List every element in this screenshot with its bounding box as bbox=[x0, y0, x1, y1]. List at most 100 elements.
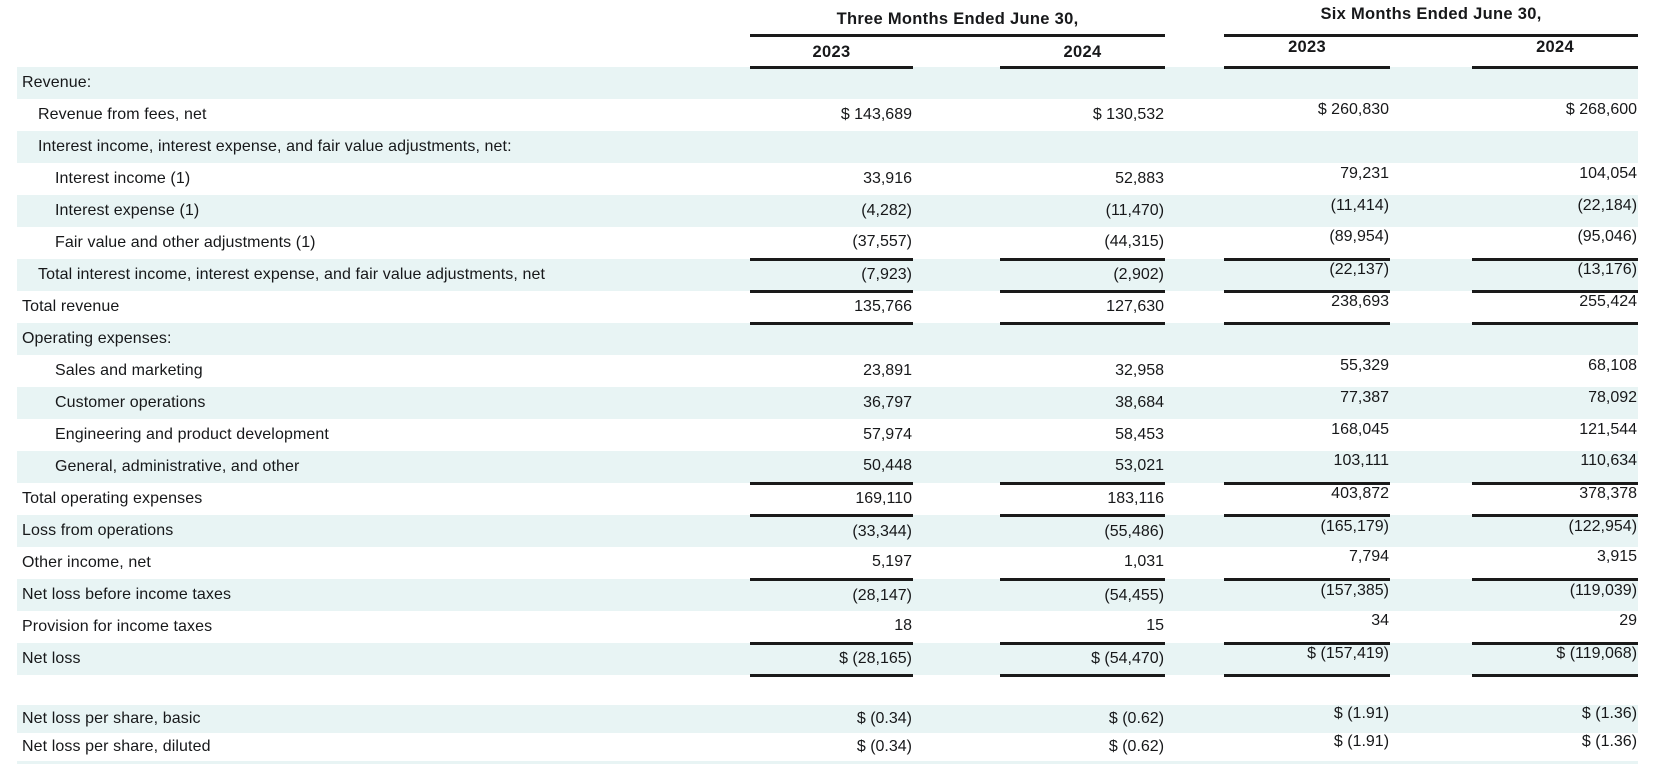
column-gap-cell bbox=[913, 291, 1000, 323]
right-margin-cell bbox=[1638, 419, 1654, 451]
right-margin-cell bbox=[1638, 761, 1654, 764]
right-margin-cell bbox=[1638, 733, 1654, 761]
value-text: $ (119,068) bbox=[1556, 645, 1638, 662]
value-text: (33,344) bbox=[852, 522, 912, 540]
table-row: General, administrative, and other 50,448… bbox=[0, 451, 1654, 485]
value-text: 58,453 bbox=[1115, 426, 1165, 443]
left-margin-cell bbox=[0, 291, 17, 323]
value-cell: (95,046) bbox=[1472, 227, 1639, 261]
value-cell bbox=[1224, 761, 1391, 764]
value-cell: 53,021 bbox=[1000, 451, 1166, 485]
value-text: 1,031 bbox=[1123, 553, 1165, 571]
label-cell: Net loss per share, basic bbox=[17, 705, 750, 733]
value-cell: 33,916 bbox=[750, 163, 913, 195]
value-text: $ 143,689 bbox=[840, 106, 912, 123]
value-cell: 403,872 bbox=[1224, 483, 1391, 517]
label-cell: Interest income, interest expense, and f… bbox=[17, 131, 750, 163]
column-gap-cell bbox=[913, 643, 1000, 675]
value-text: (37,557) bbox=[852, 233, 912, 251]
value-cell: $ 143,689 bbox=[750, 99, 913, 131]
right-margin-cell bbox=[1638, 387, 1654, 419]
column-gap-cell bbox=[1165, 67, 1225, 99]
value-cell: (28,147) bbox=[750, 579, 913, 611]
column-gap-cell bbox=[1165, 259, 1225, 291]
column-gap-cell bbox=[913, 675, 1000, 705]
value-cell: 78,092 bbox=[1472, 387, 1639, 419]
row-label: Interest income, interest expense, and f… bbox=[38, 138, 512, 155]
column-gap-cell bbox=[1165, 163, 1224, 195]
value-text: 50,448 bbox=[863, 457, 912, 475]
column-gap-cell bbox=[1390, 733, 1472, 761]
value-text: 127,630 bbox=[1106, 298, 1165, 315]
value-cell: (7,923) bbox=[750, 259, 913, 293]
year-label: 2023 bbox=[812, 42, 851, 61]
value-cell: 32,958 bbox=[1000, 355, 1165, 387]
row-label: Total operating expenses bbox=[22, 490, 203, 507]
value-text: 110,634 bbox=[1580, 452, 1638, 470]
value-text: 15 bbox=[1146, 617, 1165, 635]
row-label: Engineering and product development bbox=[55, 426, 329, 443]
row-label: Sales and marketing bbox=[55, 362, 203, 379]
column-gap-cell bbox=[913, 483, 1000, 515]
table-body: Revenue: Revenue from fees, net $ 143,689 $… bbox=[0, 67, 1654, 764]
value-cell: $ (0.62) bbox=[1000, 705, 1166, 733]
table-row: Operating expenses: bbox=[0, 323, 1654, 355]
value-cell: $ 268,600 bbox=[1472, 99, 1638, 131]
label-cell: Operating expenses: bbox=[17, 323, 750, 355]
column-gap-cell bbox=[1390, 611, 1472, 643]
left-margin-cell bbox=[0, 163, 17, 195]
right-margin-cell bbox=[1638, 0, 1654, 35]
label-cell: Total revenue bbox=[17, 291, 750, 323]
year-header-3m-2023: 2023 bbox=[750, 35, 913, 69]
table-row: Net loss per share, diluted $ (0.34) $ (0.… bbox=[0, 733, 1654, 761]
label-cell: Other income, net bbox=[17, 547, 750, 579]
group-gap-cell bbox=[1165, 0, 1224, 35]
left-margin-cell bbox=[0, 451, 17, 483]
column-gap-cell bbox=[1390, 67, 1473, 99]
value-text: 18 bbox=[894, 617, 912, 635]
value-text: 34 bbox=[1371, 612, 1390, 630]
value-cell: (37,557) bbox=[750, 227, 913, 261]
left-margin-cell bbox=[0, 515, 17, 547]
value-text: $ 260,830 bbox=[1317, 101, 1390, 118]
value-cell: $ (28,165) bbox=[750, 643, 913, 677]
value-text: 103,111 bbox=[1333, 452, 1390, 470]
label-cell: Total operating expenses bbox=[17, 483, 750, 515]
left-margin-cell bbox=[0, 259, 17, 291]
column-gap-cell bbox=[1165, 705, 1225, 733]
column-gap-cell bbox=[1390, 99, 1472, 131]
column-gap-cell bbox=[913, 195, 1000, 227]
value-text: 121,544 bbox=[1579, 421, 1638, 438]
value-text: 168,045 bbox=[1331, 421, 1390, 438]
label-cell: General, administrative, and other bbox=[17, 451, 750, 483]
value-cell: 135,766 bbox=[750, 291, 913, 325]
left-margin-cell bbox=[0, 35, 17, 67]
column-gap-cell bbox=[1390, 705, 1473, 733]
table-row: Sales and marketing 23,891 32,958 55,329 68,… bbox=[0, 355, 1654, 387]
label-cell: Fair value and other adjustments (1) bbox=[17, 227, 750, 259]
column-gap-cell bbox=[913, 611, 1000, 643]
column-gap-cell bbox=[913, 705, 1000, 733]
column-gap-cell bbox=[913, 163, 1000, 195]
value-cell: 255,424 bbox=[1472, 291, 1639, 325]
value-text: (4,282) bbox=[861, 202, 912, 219]
value-text: $ (28,165) bbox=[839, 650, 912, 667]
value-cell: 104,054 bbox=[1472, 163, 1638, 195]
value-cell: $ (54,470) bbox=[1000, 643, 1166, 677]
value-text: (165,179) bbox=[1320, 517, 1390, 535]
col-group-title: Six Months Ended June 30, bbox=[1320, 4, 1542, 23]
value-text: 5,197 bbox=[871, 553, 912, 571]
value-cell: $ (1.91) bbox=[1224, 705, 1391, 733]
value-text: 238,693 bbox=[1331, 293, 1390, 310]
row-label: Interest expense (1) bbox=[55, 202, 200, 219]
left-margin-cell bbox=[0, 419, 17, 451]
value-cell: 57,974 bbox=[750, 419, 913, 451]
right-margin-cell bbox=[1638, 131, 1654, 163]
label-cell bbox=[17, 675, 750, 705]
value-text: 52,883 bbox=[1115, 170, 1165, 187]
column-gap-cell bbox=[913, 451, 1000, 483]
table-row bbox=[0, 675, 1654, 705]
value-text: (22,184) bbox=[1577, 197, 1638, 214]
table-row: Total interest income, interest expense,… bbox=[0, 259, 1654, 293]
column-gap-cell bbox=[1165, 483, 1224, 515]
